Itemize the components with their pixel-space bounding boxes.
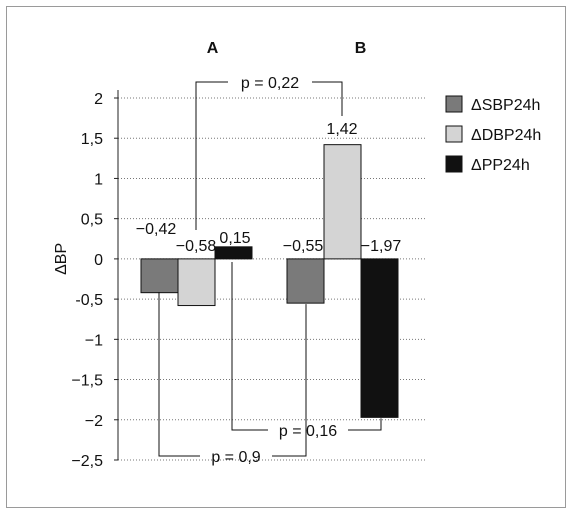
- bracket-line: [348, 418, 382, 431]
- chart-frame: [6, 6, 566, 508]
- legend-swatch: [445, 155, 463, 173]
- legend: ΔSBP24h ΔDBP24h ΔPP24h: [445, 95, 541, 174]
- data-label: −0,58: [176, 238, 217, 255]
- y-tick-label: 0: [94, 252, 103, 269]
- legend-label: ΔSBP24h: [471, 97, 540, 114]
- group-label: A: [207, 40, 219, 57]
- bracket-line: [231, 262, 268, 431]
- bar: [286, 258, 325, 304]
- group-label: B: [355, 40, 367, 57]
- p-value-label: p = 0,9: [211, 449, 260, 466]
- data-label: 0,15: [219, 230, 250, 247]
- legend-label: ΔPP24h: [471, 157, 530, 174]
- p-value-label: p = 0,16: [279, 423, 337, 440]
- bracket-line: [272, 304, 307, 457]
- y-tick-label: 0,5: [81, 212, 103, 229]
- y-tick-labels: 2 1,5 1 0,5 0 -0,5 −1 −1,5 −2 −2,5: [71, 91, 103, 470]
- bracket-line: [158, 292, 200, 457]
- y-tick-label: −1,5: [71, 373, 103, 390]
- y-tick-label: −2: [85, 413, 103, 430]
- significance-brackets: p = 0,22 p = 0,16 p = 0,9: [158, 75, 382, 466]
- y-tick-label: −1: [85, 332, 103, 349]
- bars: [140, 144, 399, 418]
- bracket-line: [312, 81, 343, 116]
- bar: [140, 258, 179, 294]
- legend-label: ΔDBP24h: [471, 127, 541, 144]
- data-labels: −0,42 −0,55 −0,58 1,42 0,15 −1,97: [136, 121, 402, 255]
- data-label: −0,42: [136, 221, 177, 238]
- p-value-label: p = 0,22: [241, 75, 299, 92]
- y-tick-label: -0,5: [75, 292, 103, 309]
- bar: [360, 258, 399, 418]
- bar: [214, 246, 253, 260]
- data-label: −0,55: [283, 238, 324, 255]
- y-tick-label: 1: [94, 171, 103, 188]
- data-label: 1,42: [326, 121, 357, 138]
- bar: [177, 258, 216, 307]
- legend-swatch: [445, 95, 463, 113]
- y-tick-label: −2,5: [71, 453, 103, 470]
- bar: [323, 144, 362, 260]
- bracket-line: [195, 81, 228, 230]
- data-label: −1,97: [361, 238, 402, 255]
- y-tick-label: 2: [94, 91, 103, 108]
- y-tick-label: 1,5: [81, 131, 103, 148]
- y-axis-label: ΔBP: [53, 243, 70, 275]
- legend-swatch: [445, 125, 463, 143]
